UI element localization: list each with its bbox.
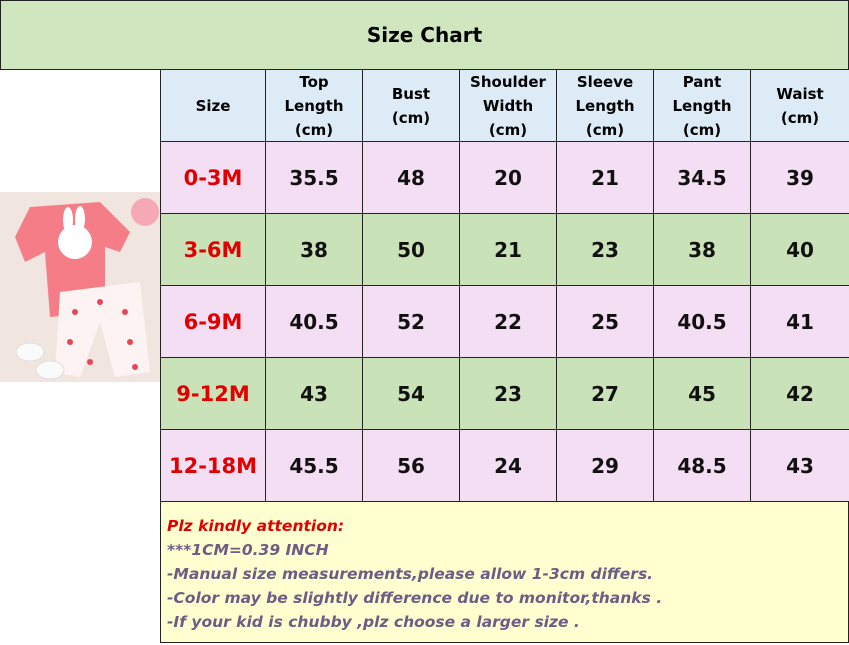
size-cell: 9-12M <box>160 357 266 430</box>
value-cell: 38 <box>265 213 363 286</box>
value-cell: 23 <box>556 213 654 286</box>
header-cell: Bust (cm) <box>362 69 460 142</box>
value-cell: 35.5 <box>265 141 363 214</box>
header-cell: Sleeve Length (cm) <box>556 69 654 142</box>
size-cell: 0-3M <box>160 141 266 214</box>
value-cell: 48.5 <box>653 429 751 502</box>
value-cell: 45 <box>653 357 751 430</box>
value-cell: 54 <box>362 357 460 430</box>
value-cell: 34.5 <box>653 141 751 214</box>
note-line: -If your kid is chubby ,plz choose a lar… <box>167 613 580 631</box>
note-line: ***1CM=0.39 INCH <box>167 541 329 559</box>
product-image <box>0 192 160 382</box>
header-cell: Pant Length (cm) <box>653 69 751 142</box>
value-cell: 23 <box>459 357 557 430</box>
value-cell: 29 <box>556 429 654 502</box>
value-cell: 40 <box>750 213 849 286</box>
value-cell: 43 <box>750 429 849 502</box>
size-cell: 6-9M <box>160 285 266 358</box>
notes: Plz kindly attention: ***1CM=0.39 INCH -Ma… <box>160 501 849 643</box>
value-cell: 45.5 <box>265 429 363 502</box>
header-cell: Shoulder Width (cm) <box>459 69 557 142</box>
value-cell: 40.5 <box>265 285 363 358</box>
note-line: -Color may be slightly difference due to… <box>167 589 663 607</box>
value-cell: 41 <box>750 285 849 358</box>
value-cell: 56 <box>362 429 460 502</box>
value-cell: 43 <box>265 357 363 430</box>
header-cell: Top Length (cm) <box>265 69 363 142</box>
value-cell: 48 <box>362 141 460 214</box>
value-cell: 20 <box>459 141 557 214</box>
value-cell: 21 <box>459 213 557 286</box>
header-cell: Waist (cm) <box>750 69 849 142</box>
note-line: -Manual size measurements,please allow 1… <box>167 565 654 583</box>
value-cell: 27 <box>556 357 654 430</box>
value-cell: 39 <box>750 141 849 214</box>
value-cell: 52 <box>362 285 460 358</box>
value-cell: 21 <box>556 141 654 214</box>
value-cell: 40.5 <box>653 285 751 358</box>
value-cell: 24 <box>459 429 557 502</box>
header-cell: Size <box>160 69 266 142</box>
note-line: Plz kindly attention: <box>167 517 345 535</box>
value-cell: 42 <box>750 357 849 430</box>
value-cell: 50 <box>362 213 460 286</box>
title: Size Chart <box>0 0 849 70</box>
size-cell: 12-18M <box>160 429 266 502</box>
value-cell: 25 <box>556 285 654 358</box>
value-cell: 22 <box>459 285 557 358</box>
value-cell: 38 <box>653 213 751 286</box>
size-cell: 3-6M <box>160 213 266 286</box>
